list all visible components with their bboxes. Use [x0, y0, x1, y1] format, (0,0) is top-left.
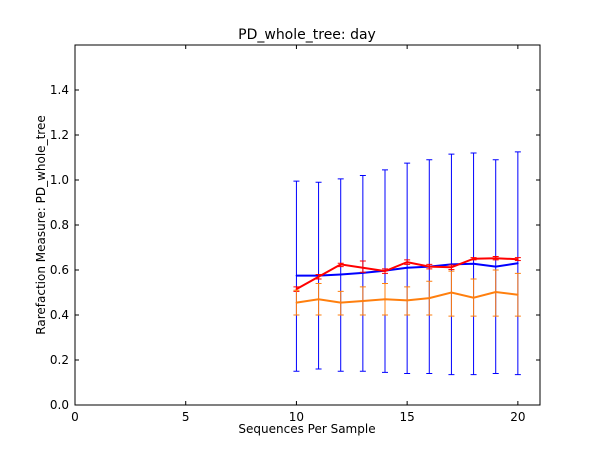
data-point	[494, 265, 497, 268]
x-axis-label: Sequences Per Sample	[238, 422, 375, 436]
y-tick-label: 0.6	[50, 263, 69, 277]
series-layer	[293, 151, 521, 376]
x-tick-label: 15	[400, 410, 415, 424]
data-point	[339, 263, 342, 266]
data-point	[339, 301, 342, 304]
data-point	[362, 300, 364, 302]
data-point	[472, 257, 475, 260]
data-point	[494, 257, 497, 260]
data-point	[406, 299, 408, 302]
data-point	[317, 298, 320, 301]
data-point	[450, 291, 453, 294]
data-point	[295, 301, 298, 304]
data-point	[406, 261, 408, 263]
chart-title: PD_whole_tree: day	[238, 27, 376, 43]
data-point	[317, 275, 320, 278]
series-3	[293, 269, 521, 317]
x-tick-label: 0	[71, 410, 79, 424]
y-tick-label: 0.8	[50, 218, 69, 232]
data-point	[450, 266, 453, 269]
x-axis: 0 5 10 15 20	[71, 45, 525, 424]
data-point	[517, 258, 519, 261]
data-point	[517, 293, 519, 296]
data-point	[384, 270, 386, 272]
y-tick-label: 0.2	[50, 353, 69, 367]
plot-frame	[74, 44, 541, 406]
x-tick-label: 5	[182, 410, 190, 424]
data-point	[428, 297, 431, 299]
series-2	[293, 256, 521, 292]
data-point	[384, 298, 386, 301]
x-tick-label: 10	[289, 410, 304, 424]
data-point	[472, 296, 475, 299]
data-point	[362, 266, 364, 269]
data-point	[472, 262, 475, 265]
series-1	[293, 151, 521, 376]
data-point	[295, 274, 298, 277]
data-point	[339, 273, 342, 276]
y-tick-label: 0.0	[50, 398, 69, 412]
data-point	[295, 288, 298, 290]
data-point	[517, 262, 519, 265]
y-tick-label: 1.2	[50, 128, 69, 142]
y-tick-label: 0.4	[50, 308, 69, 322]
y-tick-label: 1.0	[50, 173, 69, 187]
y-tick-label: 1.4	[50, 83, 69, 97]
data-point	[428, 265, 431, 268]
y-axis: 0.0 0.2 0.4 0.6 0.8 1.0 1.2 1.4	[50, 83, 540, 412]
data-point	[494, 291, 497, 293]
data-point	[406, 266, 408, 269]
x-tick-label: 20	[510, 410, 525, 424]
y-axis-label: Rarefaction Measure: PD_whole_tree	[34, 115, 48, 334]
